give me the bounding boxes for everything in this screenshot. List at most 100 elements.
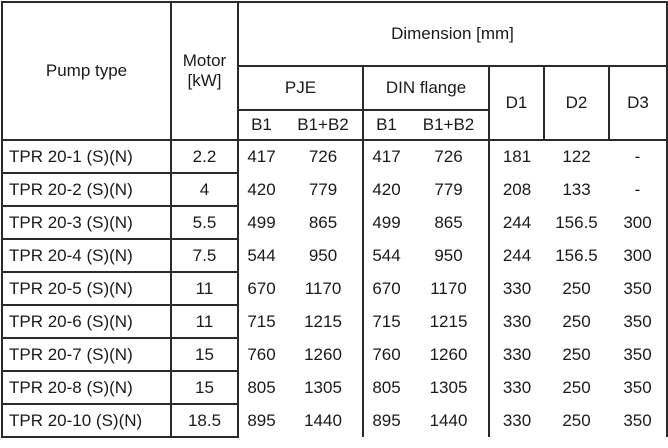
header-cell: PJE	[237, 65, 364, 111]
header-cell: D1	[488, 65, 545, 141]
value-cell: 1170	[409, 272, 490, 305]
pump-type-cell: TPR 20-5 (S)(N)	[1, 271, 172, 306]
header-cell: DIN flange	[362, 65, 490, 111]
value-cell: 670	[362, 272, 409, 305]
header-cell: Pump type	[1, 1, 172, 141]
value-cell: 15	[170, 370, 239, 405]
value-cell: 350	[609, 338, 668, 371]
value-cell: 250	[562, 377, 591, 397]
value-cell: 244	[488, 206, 544, 239]
header-cell: D2	[543, 65, 610, 141]
table-row: TPR 20-5 (S)(N) 11 670 1170 670 1170 330 250 350	[1, 271, 668, 306]
pump-type-cell: TPR 20-1 (S)(N)	[1, 139, 172, 174]
pump-type-cell: TPR 20-6 (S)(N)	[1, 304, 172, 339]
value-cell: 779	[284, 173, 364, 206]
header-cell: B1+B2	[284, 109, 364, 141]
header-cell: D3	[607, 65, 668, 141]
header-cell: B1	[237, 109, 284, 141]
value-cell: 5.5	[170, 205, 239, 240]
table-row: TPR 20-2 (S)(N) 4 420 779 420 779 208 133-	[1, 172, 668, 207]
value-cell: 350	[609, 305, 668, 338]
value-cell: 865	[284, 206, 364, 239]
pump-table: Pump type Motor [kW] Dimension [mm] PJE …	[1, 1, 668, 438]
value-cell: 670	[237, 272, 284, 305]
value-cell: 250	[562, 278, 591, 298]
value-cell: 895	[362, 404, 409, 437]
value-cell: 1440	[409, 404, 490, 437]
value-cell: 122	[562, 147, 591, 166]
value-cell: 544	[237, 239, 284, 272]
table-row: TPR 20-8 (S)(N) 15 805 1305 805 1305 330 250 350	[1, 370, 668, 405]
value-cell: 1305	[284, 371, 364, 404]
value-cell: -	[609, 173, 668, 206]
value-cell: 805	[362, 371, 409, 404]
value-cell: 950	[284, 239, 364, 272]
value-cell: 330	[488, 272, 544, 305]
value-cell: 300	[609, 239, 668, 272]
value-cell: 250	[562, 344, 591, 364]
value-cell: 715	[362, 305, 409, 338]
value-cell: 15	[170, 337, 239, 372]
value-cell: 11	[170, 271, 239, 306]
value-cell: 417	[362, 140, 409, 173]
value-cell: 895	[237, 404, 284, 437]
value-cell: 330	[488, 338, 544, 371]
table-row: TPR 20-10 (S)(N) 18.5 895 1440 895 1440 330 250…	[1, 403, 668, 438]
value-cell: 156.5	[555, 212, 598, 232]
value-cell: 865	[409, 206, 490, 239]
value-cell: 1440	[284, 404, 364, 437]
pump-type-cell: TPR 20-2 (S)(N)	[1, 172, 172, 207]
value-cell: 420	[237, 173, 284, 206]
value-cell: 350	[609, 272, 668, 305]
header-cell: Motor [kW]	[170, 1, 239, 141]
value-cell: 1215	[409, 305, 490, 338]
pump-type-cell: TPR 20-10 (S)(N)	[1, 403, 172, 438]
pump-type-cell: TPR 20-7 (S)(N)	[1, 337, 172, 372]
pump-type-cell: TPR 20-8 (S)(N)	[1, 370, 172, 405]
header-cell: B1	[362, 109, 409, 141]
value-cell: 499	[237, 206, 284, 239]
header-cell: B1+B2	[409, 109, 490, 141]
value-cell: 1215	[284, 305, 364, 338]
value-cell: 779	[409, 173, 490, 206]
value-cell: 350	[609, 371, 668, 404]
value-cell: 350	[609, 404, 668, 437]
value-cell: 244	[488, 239, 544, 272]
value-cell: 420	[362, 173, 409, 206]
table-body: TPR 20-1 (S)(N) 2.2 417 726 417 726 181 122- TPR…	[1, 139, 668, 438]
pump-type-cell: TPR 20-3 (S)(N)	[1, 205, 172, 240]
table-row: TPR 20-6 (S)(N) 11 715 1215 715 1215 330 250 350	[1, 304, 668, 339]
table-row: TPR 20-1 (S)(N) 2.2 417 726 417 726 181 122-	[1, 139, 668, 174]
header-cell: Dimension [mm]	[236, 1, 668, 67]
value-cell: 156.5	[555, 245, 598, 265]
value-cell: 330	[488, 305, 544, 338]
value-cell: 250	[562, 410, 591, 430]
pump-type-cell: TPR 20-4 (S)(N)	[1, 238, 172, 273]
value-cell: 726	[409, 140, 490, 173]
value-cell: 544	[362, 239, 409, 272]
table-row: TPR 20-4 (S)(N) 7.5 544 950 544 950 244 156.5 30…	[1, 238, 668, 273]
value-cell: 1260	[284, 338, 364, 371]
value-cell: 950	[409, 239, 490, 272]
value-cell: 760	[362, 338, 409, 371]
value-cell: 417	[237, 140, 284, 173]
value-cell: 715	[237, 305, 284, 338]
value-cell: 1170	[284, 272, 364, 305]
value-cell: 726	[284, 140, 364, 173]
value-cell: 250	[562, 311, 591, 331]
value-cell: 1305	[409, 371, 490, 404]
value-cell: 208	[488, 173, 544, 206]
value-cell: 181	[488, 140, 544, 173]
value-cell: 760	[237, 338, 284, 371]
value-cell: 2.2	[170, 139, 239, 174]
table-row: TPR 20-3 (S)(N) 5.5 499 865 499 865 244 156.5 30…	[1, 205, 668, 240]
value-cell: 4	[170, 172, 239, 207]
value-cell: 7.5	[170, 238, 239, 273]
value-cell: -	[609, 140, 668, 173]
value-cell: 300	[609, 206, 668, 239]
value-cell: 330	[488, 404, 544, 437]
value-cell: 499	[362, 206, 409, 239]
table-row: TPR 20-7 (S)(N) 15 760 1260 760 1260 330 250 350	[1, 337, 668, 372]
value-cell: 1260	[409, 338, 490, 371]
value-cell: 18.5	[170, 403, 239, 438]
